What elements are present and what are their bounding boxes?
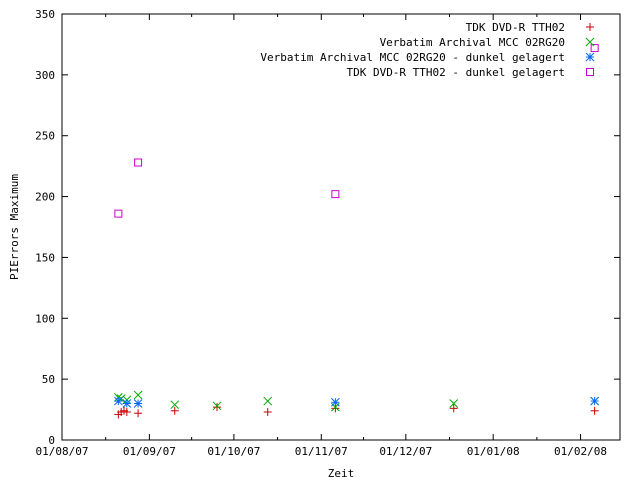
- data-point: [122, 408, 131, 417]
- x-tick-label: 01/10/07: [207, 445, 260, 458]
- data-point: [263, 396, 273, 406]
- x-axis-title: Zeit: [328, 467, 355, 480]
- data-point: [133, 390, 143, 400]
- legend-marker: [585, 37, 595, 47]
- legend: TDK DVD-R TTH02 Verbatim Archival MCC 02R…: [260, 21, 595, 79]
- x-tick-label: 01/12/07: [379, 445, 432, 458]
- data-point: [114, 396, 123, 406]
- data-point: [170, 406, 179, 415]
- data-point: [449, 399, 459, 408]
- x-tick-label: 01/02/08: [554, 445, 607, 458]
- plot-frame: [61, 13, 621, 441]
- legend-label: Verbatim Archival MCC 02RG20: [380, 36, 565, 49]
- data-point: [331, 397, 340, 407]
- data-point: [122, 399, 132, 408]
- axis-ticks: [61, 13, 620, 441]
- data-point: [331, 190, 340, 199]
- axis-tick-labels: 0 50 100 150 200 250 300 350 01/08/07 01/09/07 01/…: [35, 8, 607, 458]
- y-tick-label: 50: [42, 373, 55, 386]
- legend-marker: [585, 52, 595, 62]
- y-axis-title: PIErrors Maximum: [8, 174, 21, 280]
- legend-label: TDK DVD-R TTH02 - dunkel gelagert: [346, 66, 565, 79]
- y-tick-label: 100: [35, 312, 55, 325]
- data-point: [212, 401, 222, 411]
- x-tick-label: 01/09/07: [123, 445, 176, 458]
- data-point: [134, 409, 143, 418]
- y-tick-label: 250: [35, 130, 55, 143]
- data-point: [213, 403, 221, 412]
- data-point: [263, 408, 272, 417]
- legend-marker: [586, 68, 594, 76]
- x-tick-label: 01/08/07: [36, 445, 89, 458]
- data-point: [590, 44, 599, 53]
- data-point: [170, 400, 180, 410]
- data-point: [114, 209, 123, 218]
- data-point: [590, 406, 599, 415]
- data-points: [114, 44, 599, 419]
- y-tick-label: 350: [35, 8, 55, 21]
- y-tick-label: 0: [48, 434, 55, 447]
- x-tick-label: 01/11/07: [295, 445, 348, 458]
- data-point: [449, 404, 458, 413]
- legend-label: TDK DVD-R TTH02: [466, 21, 565, 34]
- y-tick-label: 300: [35, 69, 55, 82]
- legend-marker: [586, 23, 594, 31]
- y-tick-label: 150: [35, 251, 55, 264]
- legend-label: Verbatim Archival MCC 02RG20 - dunkel ge…: [260, 51, 565, 64]
- data-point: [134, 158, 143, 167]
- x-tick-label: 01/01/08: [467, 445, 520, 458]
- data-point: [133, 399, 143, 408]
- data-point: [590, 396, 599, 406]
- y-tick-label: 200: [35, 191, 55, 204]
